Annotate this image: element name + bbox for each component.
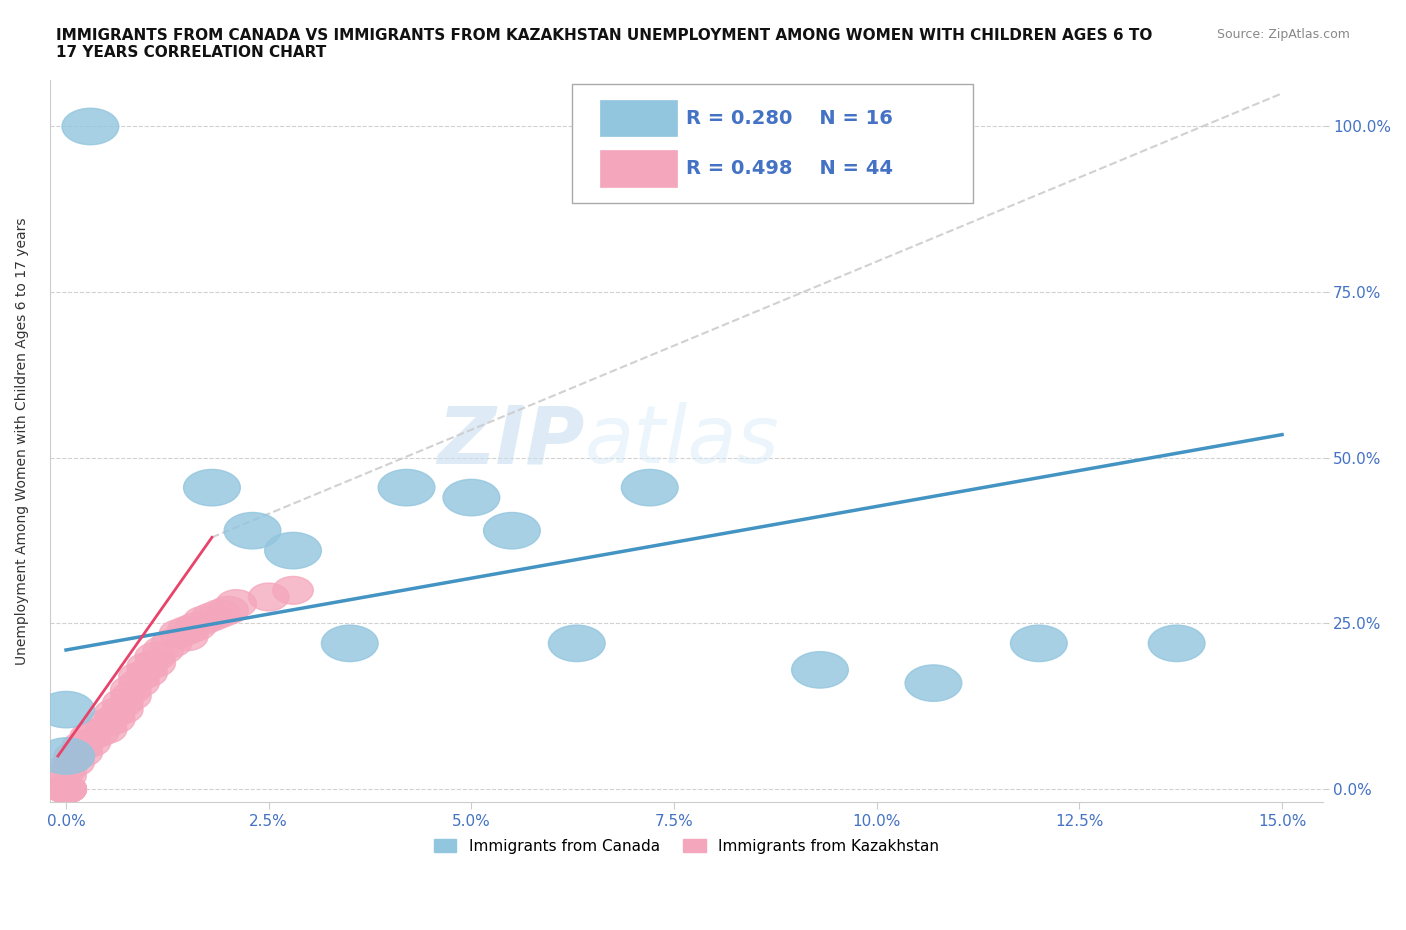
Legend: Immigrants from Canada, Immigrants from Kazakhstan: Immigrants from Canada, Immigrants from …: [427, 832, 945, 859]
Y-axis label: Unemployment Among Women with Children Ages 6 to 17 years: Unemployment Among Women with Children A…: [15, 218, 30, 665]
Text: ZIP: ZIP: [437, 403, 585, 480]
FancyBboxPatch shape: [600, 100, 678, 137]
Text: atlas: atlas: [585, 403, 779, 480]
FancyBboxPatch shape: [572, 84, 973, 203]
Text: Source: ZipAtlas.com: Source: ZipAtlas.com: [1216, 28, 1350, 41]
Text: R = 0.498    N = 44: R = 0.498 N = 44: [686, 159, 893, 178]
Text: IMMIGRANTS FROM CANADA VS IMMIGRANTS FROM KAZAKHSTAN UNEMPLOYMENT AMONG WOMEN WI: IMMIGRANTS FROM CANADA VS IMMIGRANTS FRO…: [56, 28, 1153, 60]
FancyBboxPatch shape: [600, 150, 678, 187]
Text: R = 0.280    N = 16: R = 0.280 N = 16: [686, 109, 893, 127]
